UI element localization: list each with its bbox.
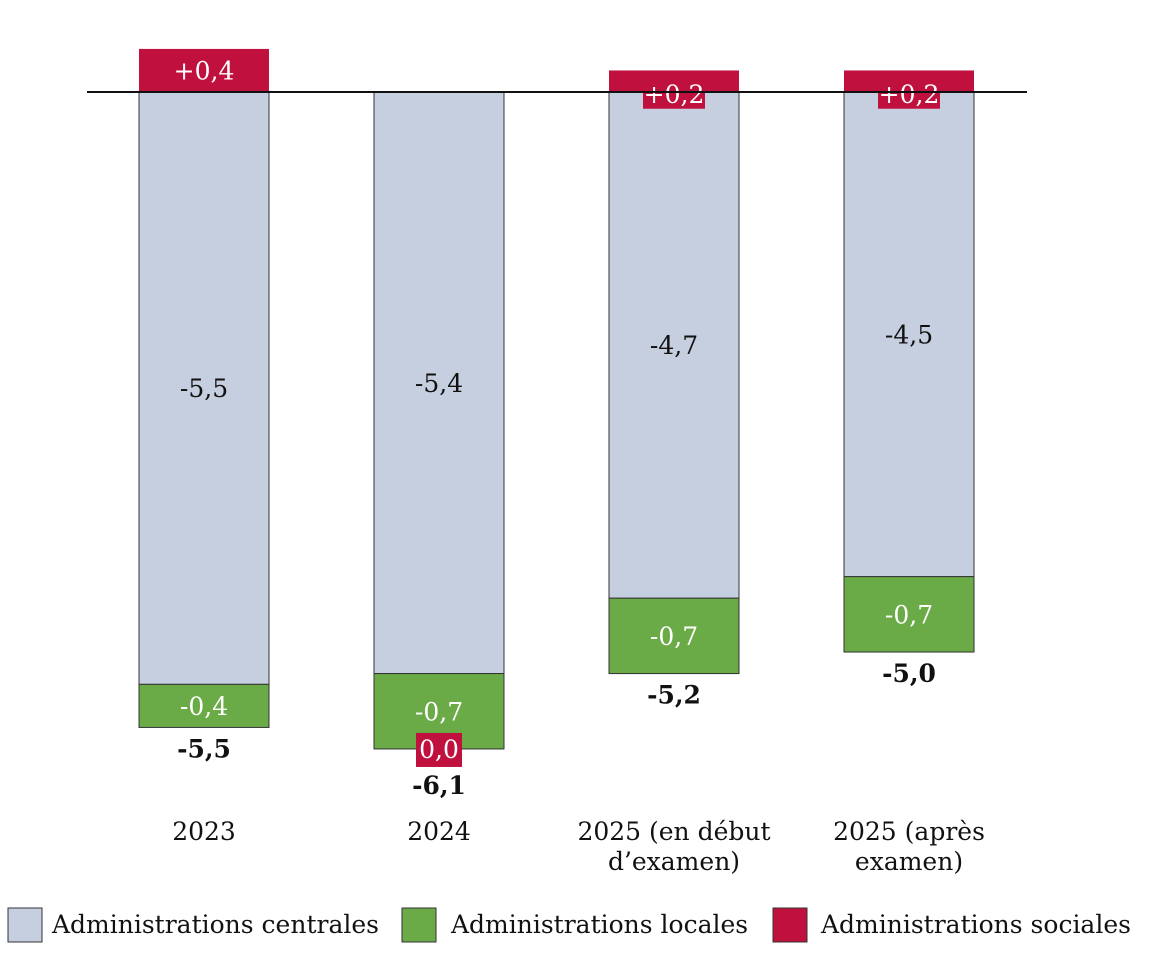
bar-label-centrales: -4,7 — [650, 331, 698, 360]
legend-label: Administrations centrales — [51, 910, 379, 939]
bar-label-locales: -0,7 — [415, 697, 463, 726]
bar-label-bg-sociales — [416, 732, 462, 767]
bar-label-locales: -0,7 — [885, 600, 933, 629]
total-label: -5,2 — [647, 681, 701, 710]
legend-swatch — [401, 907, 437, 943]
category-label: 2023 — [172, 817, 236, 846]
total-label: -6,1 — [412, 771, 466, 800]
bar-label-centrales: -4,5 — [885, 320, 933, 349]
bar-label-sociales: 0,0 — [419, 735, 459, 764]
legend-label: Administrations sociales — [820, 910, 1131, 939]
total-label: -5,0 — [882, 659, 936, 688]
category-label: 2024 — [407, 817, 471, 846]
bar-label-bg-sociales — [643, 78, 705, 109]
category-label: 2025 (en début — [577, 817, 770, 846]
bar-label-bg-sociales — [878, 78, 940, 109]
bar-label-sociales: +0,4 — [174, 56, 235, 85]
bar-centrales — [373, 91, 505, 675]
legend-swatch — [7, 907, 43, 943]
bar-label-bg-sociales — [173, 54, 235, 85]
category-label: 2025 (après — [833, 817, 985, 846]
bar-locales — [608, 597, 740, 675]
bar-label-sociales: +0,2 — [644, 80, 705, 109]
bar-centrales — [138, 91, 270, 685]
legend-label: Administrations locales — [450, 910, 748, 939]
bar-label-centrales: -5,4 — [415, 369, 463, 398]
legend-swatch — [772, 907, 808, 943]
total-label: -5,5 — [177, 734, 231, 763]
bar-label-sociales: +0,2 — [879, 80, 940, 109]
bar-locales — [843, 576, 975, 653]
category-label: d’examen) — [608, 847, 740, 876]
bar-locales — [138, 683, 270, 728]
category-label: examen) — [855, 847, 963, 876]
bar-label-locales: -0,4 — [180, 692, 228, 721]
bar-label-locales: -0,7 — [650, 622, 698, 651]
bar-label-centrales: -5,5 — [180, 374, 228, 403]
bar-centrales — [843, 91, 975, 578]
